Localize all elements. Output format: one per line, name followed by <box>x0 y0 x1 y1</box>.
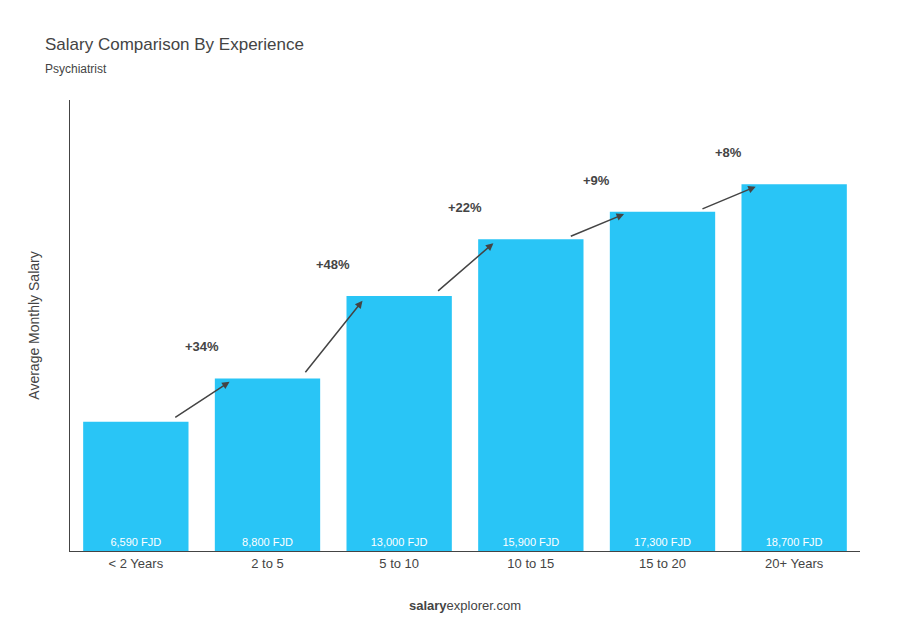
svg-text:+22%: +22% <box>448 200 482 215</box>
svg-text:20+ Years: 20+ Years <box>765 556 824 571</box>
svg-text:8,800 FJD: 8,800 FJD <box>242 536 293 548</box>
svg-text:< 2 Years: < 2 Years <box>109 556 164 571</box>
svg-text:5 to 10: 5 to 10 <box>379 556 419 571</box>
svg-text:+9%: +9% <box>583 173 610 188</box>
svg-text:Average Monthly Salary: Average Monthly Salary <box>26 251 42 399</box>
svg-text:+34%: +34% <box>185 339 219 354</box>
svg-text:15 to 20: 15 to 20 <box>639 556 686 571</box>
svg-text:18,700 FJD: 18,700 FJD <box>766 536 823 548</box>
svg-text:6,590 FJD: 6,590 FJD <box>110 536 161 548</box>
svg-text:+48%: +48% <box>316 257 350 272</box>
svg-text:10 to 15: 10 to 15 <box>507 556 554 571</box>
svg-text:Salary Comparison By Experienc: Salary Comparison By Experience <box>45 35 304 54</box>
svg-text:salaryexplorer.com: salaryexplorer.com <box>409 598 521 613</box>
svg-text:+8%: +8% <box>715 145 742 160</box>
svg-text:Psychiatrist: Psychiatrist <box>45 62 107 76</box>
svg-text:17,300 FJD: 17,300 FJD <box>634 536 691 548</box>
svg-text:2 to 5: 2 to 5 <box>251 556 284 571</box>
svg-text:13,000 FJD: 13,000 FJD <box>371 536 428 548</box>
svg-text:15,900 FJD: 15,900 FJD <box>502 536 559 548</box>
